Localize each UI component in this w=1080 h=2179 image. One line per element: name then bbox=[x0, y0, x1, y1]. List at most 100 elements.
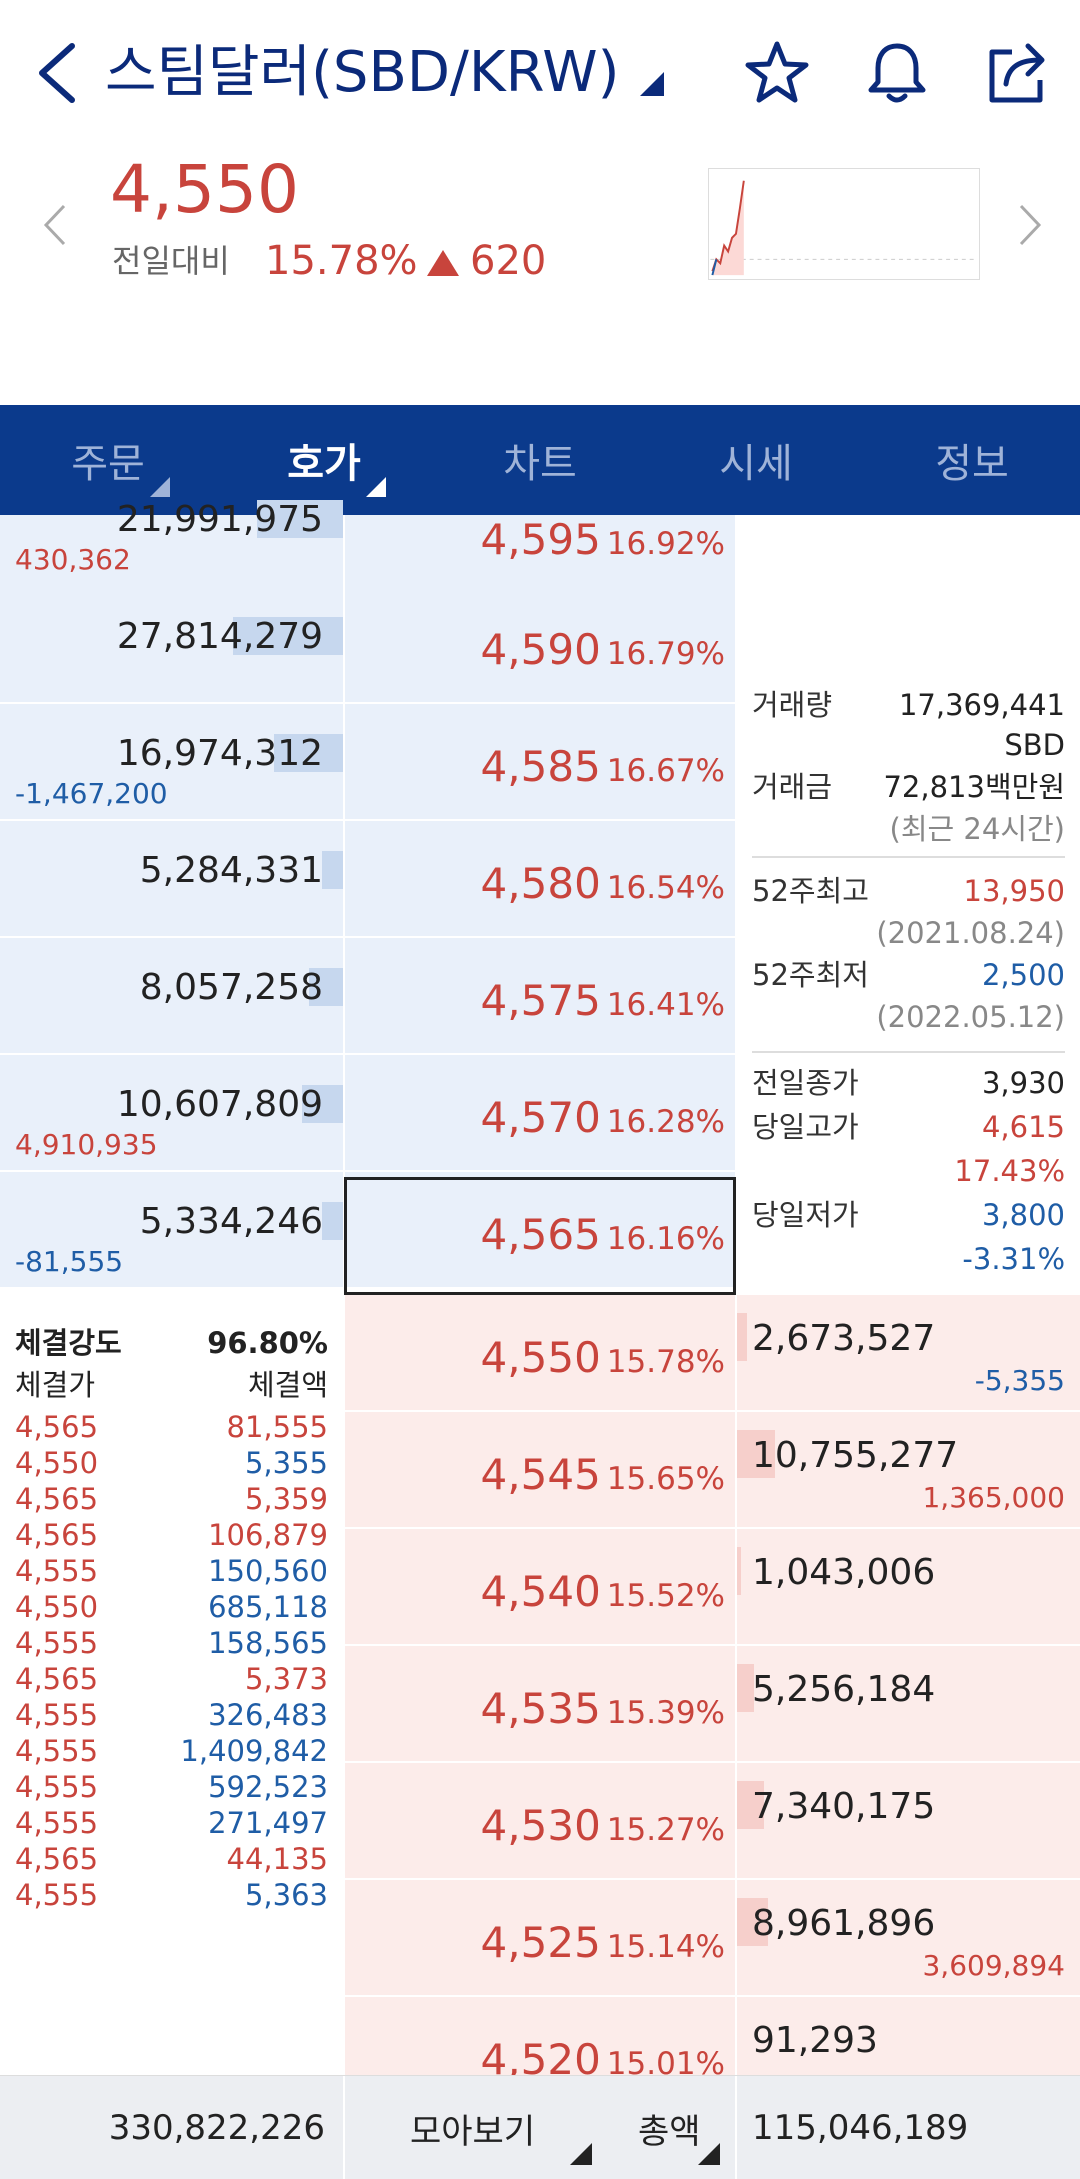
ask-quantity: 16,974,312 bbox=[116, 733, 323, 774]
low52-date: (2022.05.12) bbox=[876, 1000, 1065, 1034]
bid-price-row[interactable]: 4,535 15.39% bbox=[345, 1646, 735, 1761]
tab-order[interactable]: 주문 bbox=[0, 405, 216, 515]
caret-down-icon[interactable] bbox=[640, 72, 664, 96]
ask-price-row[interactable]: 4,565 16.16% bbox=[345, 1172, 735, 1287]
volume-bar bbox=[737, 1781, 764, 1829]
page-title[interactable]: 스팀달러(SBD/KRW) bbox=[105, 40, 620, 105]
caret-down-icon bbox=[150, 477, 170, 497]
ask-price-row[interactable]: 4,570 16.28% bbox=[345, 1055, 735, 1170]
tab-orderbook[interactable]: 호가 bbox=[216, 405, 432, 515]
amount-value: 72,813백만원 bbox=[883, 770, 1065, 804]
volume-bar bbox=[322, 851, 343, 889]
share-icon[interactable] bbox=[982, 38, 1052, 108]
trade-amount: 106,879 bbox=[208, 1518, 328, 1552]
day-high-label: 당일고가 bbox=[752, 1110, 859, 1144]
bid-row[interactable]: 8,961,896 3,609,894 bbox=[737, 1880, 1080, 1995]
ask-quantity-change: 430,362 bbox=[15, 543, 131, 576]
bid-row[interactable]: 2,673,527 -5,355 bbox=[737, 1295, 1080, 1410]
ask-rate: 16.67% bbox=[606, 753, 725, 789]
trade-row: 4,555 271,497 bbox=[0, 1805, 343, 1841]
ask-price-row[interactable]: 4,585 16.67% bbox=[345, 704, 735, 819]
ask-rate: 16.54% bbox=[606, 870, 725, 906]
bid-price-row[interactable]: 4,525 15.14% bbox=[345, 1880, 735, 1995]
total-amount-button[interactable]: 총액 bbox=[638, 2076, 701, 2179]
bid-price-row[interactable]: 4,540 15.52% bbox=[345, 1529, 735, 1644]
trade-row: 4,565 5,373 bbox=[0, 1661, 343, 1697]
tab-info[interactable]: 정보 bbox=[864, 405, 1080, 515]
bid-price-row[interactable]: 4,545 15.65% bbox=[345, 1412, 735, 1527]
ask-row[interactable]: 27,814,279 bbox=[0, 587, 343, 702]
caret-down-icon[interactable] bbox=[570, 2143, 592, 2165]
bid-quantity: 1,043,006 bbox=[752, 1552, 936, 1593]
bid-price-row[interactable]: 4,530 15.27% bbox=[345, 1763, 735, 1878]
volume-label: 거래량 bbox=[752, 688, 833, 722]
bid-price-row[interactable]: 4,550 15.78% bbox=[345, 1295, 735, 1410]
ask-price: 4,565 bbox=[480, 1210, 601, 1259]
volume-value: 17,369,441 bbox=[898, 688, 1065, 722]
volume-unit: SBD bbox=[1004, 728, 1065, 762]
group-view-button[interactable]: 모아보기 bbox=[410, 2076, 535, 2179]
divider bbox=[752, 1051, 1065, 1053]
tab-market-price[interactable]: 시세 bbox=[648, 405, 864, 515]
trade-price: 4,565 bbox=[15, 1482, 99, 1516]
bid-price: 4,550 bbox=[480, 1333, 601, 1382]
bid-row[interactable]: 5,256,184 bbox=[737, 1646, 1080, 1761]
tab-orderbook-label: 호가 bbox=[287, 441, 361, 487]
ask-price: 4,575 bbox=[480, 976, 601, 1025]
ask-price-row[interactable]: 4,580 16.54% bbox=[345, 821, 735, 936]
ask-price-row[interactable]: 4,575 16.41% bbox=[345, 938, 735, 1053]
ask-row[interactable]: 16,974,312 -1,467,200 bbox=[0, 704, 343, 819]
caret-down-icon[interactable] bbox=[698, 2143, 720, 2165]
low52-value: 2,500 bbox=[981, 958, 1065, 992]
trade-amount: 685,118 bbox=[208, 1590, 328, 1624]
trade-price: 4,555 bbox=[15, 1698, 99, 1732]
ask-quantity: 21,991,975 bbox=[116, 499, 323, 540]
tab-chart[interactable]: 차트 bbox=[432, 405, 648, 515]
ask-row[interactable]: 5,284,331 bbox=[0, 821, 343, 936]
divider bbox=[752, 856, 1065, 858]
bid-quantity-change: -5,355 bbox=[974, 1364, 1065, 1397]
chevron-left-icon[interactable] bbox=[40, 200, 70, 250]
ask-price-row[interactable]: 4,590 16.79% bbox=[345, 587, 735, 702]
ask-price: 4,595 bbox=[480, 515, 601, 564]
ask-rate: 16.92% bbox=[606, 526, 725, 562]
ask-row[interactable]: 5,334,246 -81,555 bbox=[0, 1172, 343, 1287]
back-icon[interactable] bbox=[30, 38, 90, 108]
ask-row[interactable]: 10,607,809 4,910,935 bbox=[0, 1055, 343, 1170]
trade-amount: 5,363 bbox=[244, 1878, 328, 1912]
day-low-value: 3,800 bbox=[981, 1198, 1065, 1232]
trade-price: 4,565 bbox=[15, 1410, 99, 1444]
prev-close-label: 전일종가 bbox=[752, 1066, 859, 1100]
ask-rate: 16.28% bbox=[606, 1104, 725, 1140]
ask-row[interactable]: 8,057,258 bbox=[0, 938, 343, 1053]
chevron-right-icon[interactable] bbox=[1015, 200, 1045, 250]
bid-quantity: 5,256,184 bbox=[752, 1669, 936, 1710]
bid-price: 4,540 bbox=[480, 1567, 601, 1616]
bid-row[interactable]: 7,340,175 bbox=[737, 1763, 1080, 1878]
ask-row[interactable]: 21,991,975 430,362 bbox=[0, 499, 343, 587]
bid-row[interactable]: 10,755,277 1,365,000 bbox=[737, 1412, 1080, 1527]
bid-row[interactable]: 1,043,006 bbox=[737, 1529, 1080, 1644]
day-low-label: 당일저가 bbox=[752, 1198, 859, 1232]
volume-bar bbox=[737, 1430, 775, 1478]
trade-amount: 44,135 bbox=[226, 1842, 328, 1876]
orderbook: 21,991,975 430,362 27,814,279 16,974,312 -1,… bbox=[0, 499, 1080, 2112]
ask-quantity: 27,814,279 bbox=[116, 616, 323, 657]
trade-amount: 5,373 bbox=[244, 1662, 328, 1696]
bid-rate: 15.78% bbox=[606, 1344, 725, 1380]
bid-rate: 15.52% bbox=[606, 1578, 725, 1614]
high52-date: (2021.08.24) bbox=[876, 916, 1065, 950]
trade-price: 4,565 bbox=[15, 1842, 99, 1876]
trade-row: 4,555 326,483 bbox=[0, 1697, 343, 1733]
star-icon[interactable] bbox=[742, 38, 812, 108]
volume-bar bbox=[737, 1664, 754, 1712]
day-high-rate: 17.43% bbox=[954, 1154, 1065, 1188]
trade-price: 4,555 bbox=[15, 1878, 99, 1912]
mini-chart[interactable] bbox=[708, 168, 980, 280]
bell-icon[interactable] bbox=[862, 38, 932, 108]
ask-quantity: 10,607,809 bbox=[116, 1084, 323, 1125]
tab-bar: 주문 호가 차트 시세 정보 bbox=[0, 405, 1080, 515]
ask-quantity: 8,057,258 bbox=[139, 967, 323, 1008]
ask-price-row[interactable]: 4,595 16.92% bbox=[345, 515, 735, 587]
ask-quantity-change: -81,555 bbox=[15, 1245, 124, 1278]
